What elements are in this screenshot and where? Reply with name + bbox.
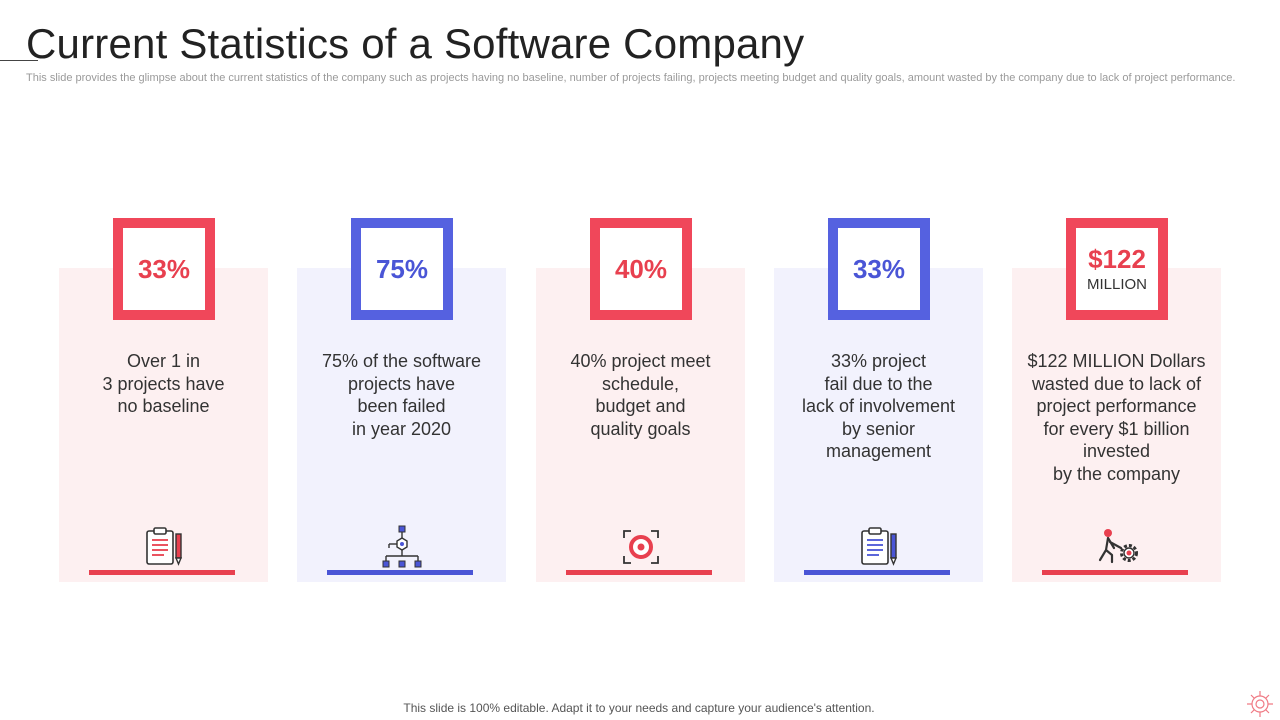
- stat-badge-4: 33%: [828, 218, 930, 320]
- stat-card-description: Over 1 in 3 projects have no baseline: [102, 351, 225, 416]
- person-pushing-gear-icon: [1098, 529, 1138, 564]
- stat-badge-value: 33%: [137, 254, 191, 284]
- stat-card-1: Over 1 in 3 projects have no baseline: [59, 268, 268, 582]
- footer-note: This slide is 100% editable. Adapt it to…: [403, 701, 875, 715]
- stat-badge-value: 75%: [375, 254, 429, 284]
- stat-card-accent-bar: [1042, 570, 1188, 575]
- stat-card-4: 33% project fail due to the lack of invo…: [774, 268, 983, 582]
- stat-card-3: 40% project meet schedule, budget and qu…: [536, 268, 745, 582]
- stat-card-description: 75% of the software projects have been f…: [321, 351, 482, 439]
- title-accent-line: [0, 60, 38, 61]
- stat-badge-unit: MILLION: [1086, 276, 1147, 293]
- target-focus-icon: [622, 530, 659, 564]
- stat-card-description: $122 MILLION Dollars wasted due to lack …: [1027, 351, 1206, 484]
- network-hierarchy-icon: [382, 525, 421, 568]
- stat-card-5: $122 MILLION Dollars wasted due to lack …: [1012, 268, 1221, 582]
- stat-card-2: 75% of the software projects have been f…: [297, 268, 506, 582]
- stat-card-accent-bar: [566, 570, 712, 575]
- stat-card-accent-bar: [327, 570, 473, 575]
- page-title: Current Statistics of a Software Company: [26, 20, 805, 67]
- stat-badge-5: $122 MILLION: [1066, 218, 1168, 320]
- stat-badge-value: $122: [1088, 244, 1146, 274]
- stat-card-accent-bar: [804, 570, 950, 575]
- brand-logo-icon: [1247, 691, 1273, 717]
- stat-badge-value: 33%: [852, 254, 906, 284]
- clipboard-pencil-icon: [145, 527, 182, 566]
- stat-badge-2: 75%: [351, 218, 453, 320]
- stat-card-accent-bar: [89, 570, 235, 575]
- stat-badge-1: 33%: [113, 218, 215, 320]
- stat-card-description: 33% project fail due to the lack of invo…: [801, 351, 956, 461]
- clipboard-pencil-icon: [860, 527, 897, 566]
- stat-card-description: 40% project meet schedule, budget and qu…: [570, 351, 711, 439]
- stat-badge-3: 40%: [590, 218, 692, 320]
- stat-badge-value: 40%: [614, 254, 668, 284]
- page-subtitle: This slide provides the glimpse about th…: [26, 72, 1236, 84]
